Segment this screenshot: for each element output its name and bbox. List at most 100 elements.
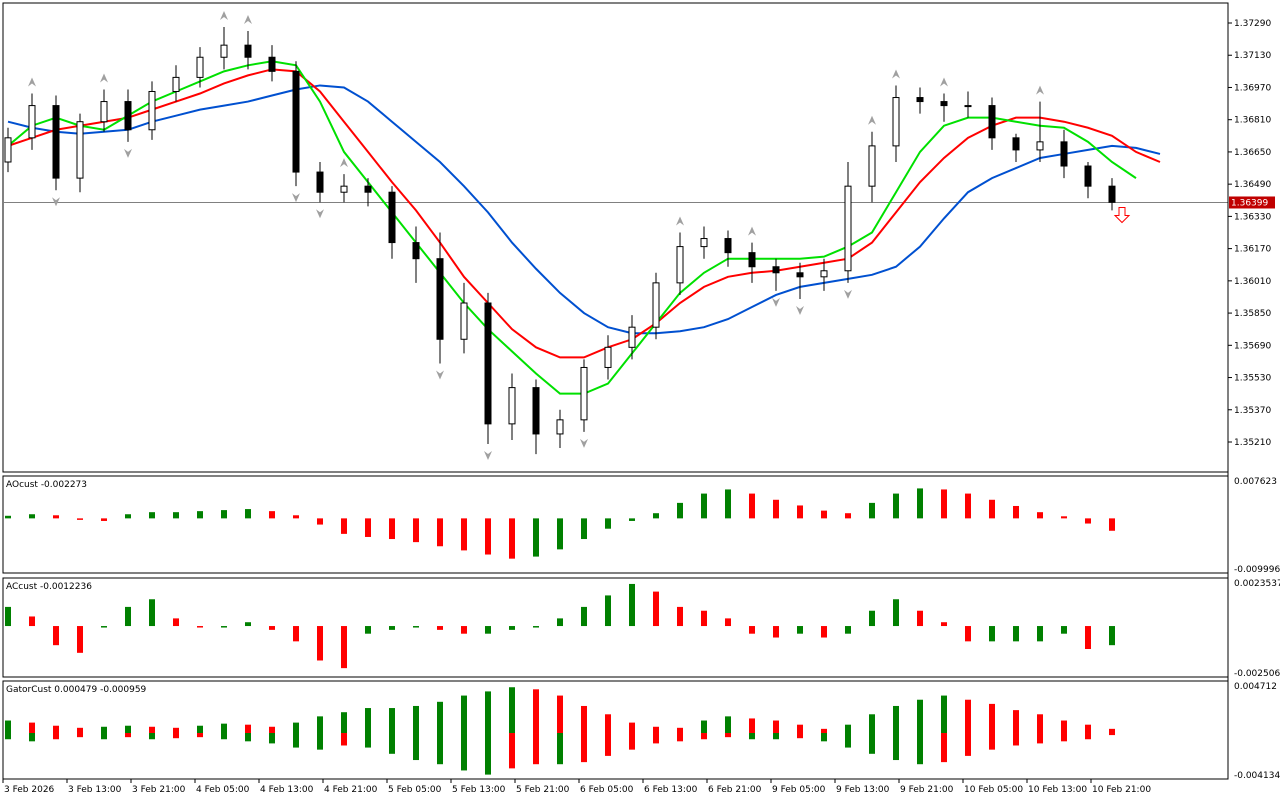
gator-down-bar [197,733,203,738]
bear-candle [1084,165,1092,187]
histogram-bar [581,518,587,540]
gator-up-bar [5,720,11,734]
bull-candle [100,101,108,123]
gator-down-bar [5,733,11,740]
gator-down-bar [629,733,635,750]
fractal-up-arrow-icon [868,115,876,125]
gator-down-bar [821,733,827,742]
bull-candle [556,419,564,435]
gator-up-bar [245,724,251,734]
bull-candle [580,366,588,421]
histogram-bar [245,622,251,627]
histogram-bar [509,518,515,559]
indicator-max-label: 0.0023537 [1234,579,1280,589]
bull-candle [172,76,180,92]
histogram-bar [749,626,755,634]
sell-signal-arrow-icon [1113,206,1131,224]
time-tick-label: 4 Feb 05:00 [196,785,250,795]
fractal-up-arrow-icon [244,15,252,25]
main-price-panel [2,2,1229,473]
bear-candle [1060,141,1068,167]
bull-candle [28,105,36,139]
histogram-bar [797,626,803,634]
histogram-bar [701,610,707,627]
histogram-bar [317,518,323,525]
gator-up-bar [317,716,323,734]
gator-up-bar [149,726,155,734]
gator-up-bar [965,699,971,734]
histogram-bar [461,518,467,551]
histogram-bar [221,510,227,519]
gator-up-bar [341,712,347,734]
fractal-down-arrow-icon [844,289,852,299]
histogram-bar [869,502,875,519]
gator-up-bar [749,718,755,734]
gator-down-bar [485,733,491,775]
bull-candle [604,346,612,368]
gator-up-bar [1061,720,1067,734]
histogram-bar [845,513,851,519]
histogram-bar [365,518,371,537]
histogram-bar [1061,626,1067,634]
gator-down-bar [365,733,371,748]
histogram-bar [989,626,995,642]
fractal-down-arrow-icon [436,370,444,380]
bid-price-badge [1229,196,1275,209]
time-tick-label: 6 Feb 21:00 [708,785,762,795]
gator-down-bar [221,733,227,740]
histogram-bar [29,616,35,627]
histogram-bar [869,610,875,627]
gator-down-bar [53,733,59,740]
histogram-bar [341,626,347,669]
price-tick-label: 1.36330 [1234,212,1271,222]
price-tick-label: 1.37130 [1234,51,1271,61]
gator-up-bar [557,695,563,734]
histogram-bar [29,514,35,519]
histogram-bar [437,518,443,547]
time-tick-label: 10 Feb 05:00 [964,785,1023,795]
bear-candle [748,252,756,268]
histogram-bar [293,626,299,642]
bull-candle [820,270,828,278]
bull-candle [1036,141,1044,151]
gator-up-bar [197,725,203,734]
indicator-panel-1 [2,577,1229,678]
bull-candle [892,97,900,147]
bear-candle [52,105,60,179]
histogram-bar [773,499,779,519]
bear-candle [988,105,996,139]
gator-down-bar [653,733,659,744]
gator-up-bar [989,703,995,734]
fractal-down-arrow-icon [580,438,588,448]
histogram-bar [893,599,899,627]
bull-candle [460,302,468,340]
indicator-max-label: 0.004712 [1234,682,1277,692]
histogram-bar [797,505,803,519]
indicator-label: AOcust -0.002273 [6,480,87,490]
gator-down-bar [941,733,947,763]
time-tick-label: 5 Feb 05:00 [388,785,442,795]
gator-down-bar [173,733,179,739]
indicator-max-label: 0.007623 [1234,477,1277,487]
price-tick-label: 1.35370 [1234,406,1271,416]
histogram-bar [413,626,419,628]
gator-up-bar [581,705,587,734]
price-tick-label: 1.36810 [1234,116,1271,126]
fractal-down-arrow-icon [316,209,324,219]
gator-up-bar [605,714,611,734]
histogram-bar [509,626,515,630]
histogram-bar [533,626,539,628]
bear-candle [484,302,492,425]
histogram-bar [653,591,659,627]
bull-candle [508,387,516,425]
gator-down-bar [557,733,563,765]
time-tick-label: 9 Feb 05:00 [772,785,826,795]
gator-up-bar [725,716,731,734]
bull-candle [76,121,84,179]
gator-down-bar [509,733,515,769]
gator-up-bar [1037,714,1043,734]
gator-up-bar [773,720,779,734]
price-tick-label: 1.35850 [1234,309,1271,319]
bull-candle [700,238,708,248]
